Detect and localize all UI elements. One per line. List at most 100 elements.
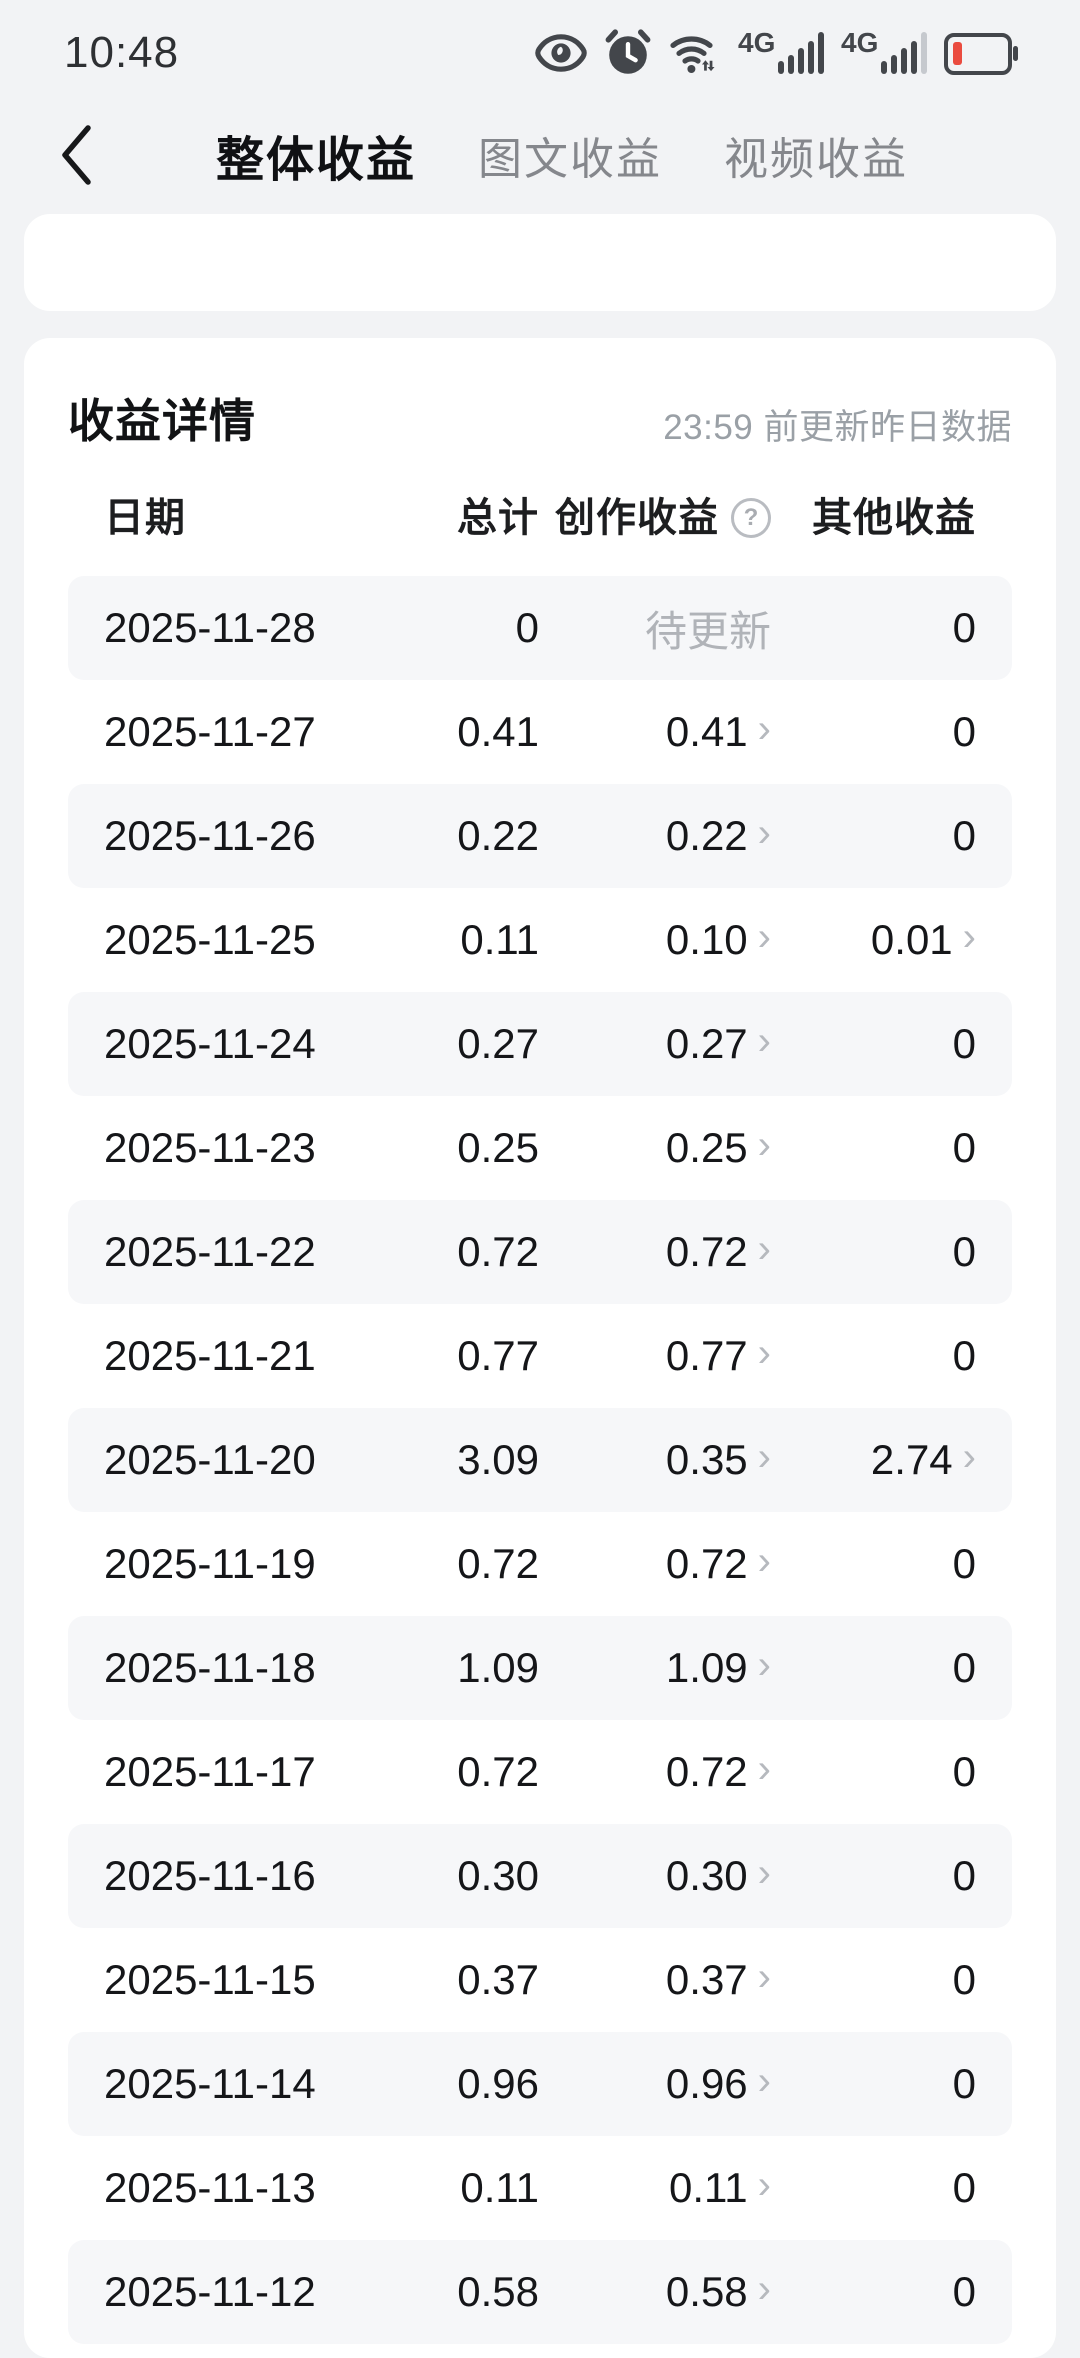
table-row[interactable]: 2025-11-21 0.77 0.77› 0› (68, 1304, 1012, 1408)
chevron-right-icon: › (757, 1331, 771, 1375)
row-other-earnings[interactable]: 0› (952, 1748, 976, 1795)
row-other-earnings[interactable]: 0› (952, 812, 976, 859)
row-creation-earnings[interactable]: 0.96 › (665, 2059, 771, 2107)
table-row[interactable]: 2025-11-18 1.09 1.09› 0› (68, 1616, 1012, 1720)
row-creation-earnings[interactable]: 0.30 › (665, 1851, 771, 1899)
sim2-4g-signal-icon: 4G (841, 27, 927, 77)
table-row[interactable]: 2025-11-15 0.37 0.37› 0› (68, 1928, 1012, 2032)
row-creation-earnings[interactable]: 待更新› (644, 607, 771, 655)
chevron-right-icon: › (757, 1643, 771, 1687)
row-other-earnings[interactable]: 0› (952, 1020, 976, 1067)
tab-video-earnings[interactable]: 视频收益 (724, 135, 909, 184)
row-total: 0.22 (457, 812, 539, 859)
row-other-earnings[interactable]: 0› (952, 2060, 976, 2107)
row-other-earnings[interactable]: 0› (952, 708, 976, 755)
chevron-right-icon: › (962, 1435, 976, 1479)
row-date: 2025-11-18 (104, 1644, 316, 1691)
row-creation-earnings[interactable]: 0.72 › (665, 1539, 771, 1587)
chevron-right-icon: › (757, 1539, 771, 1583)
row-creation-earnings[interactable]: 0.37 › (665, 1955, 771, 2003)
row-other-earnings[interactable]: 0› (952, 1332, 976, 1379)
table-row[interactable]: 2025-11-24 0.27 0.27› 0› (68, 992, 1012, 1096)
row-total: 0.72 (457, 1228, 539, 1275)
table-row[interactable]: 2025-11-20 3.09 0.35 › 2.74 › (68, 1408, 1012, 1512)
row-date: 2025-11-13 (104, 2164, 316, 2211)
table-row[interactable]: 2025-11-14 0.96 0.96› 0› (68, 2032, 1012, 2136)
row-creation-earnings[interactable]: 0.58 › (665, 2267, 771, 2315)
card-header: 收益详情 23:59 前更新昨日数据 (68, 338, 1012, 452)
table-row[interactable]: 2025-11-25 0.11 0.10 › 0.01 › (68, 888, 1012, 992)
table-row[interactable]: 2025-11-26 0.22 0.22› 0› (68, 784, 1012, 888)
row-total: 0.96 (457, 2060, 539, 2107)
earnings-detail-card: 收益详情 23:59 前更新昨日数据 日期 总计 创作收益 ? 其他收益 202… (24, 338, 1056, 2358)
table-row[interactable]: 2025-11-16 0.30 0.30› 0› (68, 1824, 1012, 1928)
row-creation-earnings[interactable]: 0.27 › (665, 1019, 771, 1067)
row-total: 0.30 (457, 1852, 539, 1899)
row-total: 0 (515, 604, 539, 651)
chevron-right-icon: › (757, 1123, 771, 1167)
chevron-right-icon: › (757, 811, 771, 855)
row-other-earnings[interactable]: 0.01 › (870, 915, 976, 963)
table-body: 2025-11-28 0 待更新› 0› 2025-11-27 0.41 0.4… (68, 576, 1012, 2344)
row-creation-earnings[interactable]: 0.77 › (665, 1331, 771, 1379)
header-total: 总计 (457, 496, 539, 540)
row-creation-earnings[interactable]: 0.22 › (665, 811, 771, 859)
row-other-earnings[interactable]: 2.74 › (870, 1435, 976, 1483)
table-row[interactable]: 2025-11-12 0.58 0.58› 0› (68, 2240, 1012, 2344)
row-total: 0.72 (457, 1748, 539, 1795)
row-creation-earnings[interactable]: 0.41 › (665, 707, 771, 755)
panel-title: 收益详情 (68, 395, 256, 447)
earnings-tabs: 整体收益 图文收益 视频收益 (216, 120, 908, 190)
nav-bar: 整体收益 图文收益 视频收益 (0, 96, 1080, 214)
row-date: 2025-11-14 (104, 2060, 316, 2107)
row-creation-earnings[interactable]: 1.09 › (665, 1643, 771, 1691)
chevron-right-icon: › (757, 1227, 771, 1271)
row-other-earnings[interactable]: 0› (952, 1644, 976, 1691)
row-date: 2025-11-16 (104, 1852, 316, 1899)
row-other-earnings[interactable]: 0› (952, 2268, 976, 2315)
table-row[interactable]: 2025-11-13 0.11 0.11› 0› (68, 2136, 1012, 2240)
table-row[interactable]: 2025-11-23 0.25 0.25› 0› (68, 1096, 1012, 1200)
row-creation-earnings[interactable]: 0.72 › (665, 1747, 771, 1795)
row-total: 0.11 (460, 2164, 539, 2211)
row-other-earnings[interactable]: 0› (952, 1540, 976, 1587)
chevron-right-icon: › (757, 2163, 771, 2207)
row-total: 0.77 (457, 1332, 539, 1379)
row-creation-earnings[interactable]: 0.72 › (665, 1227, 771, 1275)
row-other-earnings[interactable]: 0› (952, 1852, 976, 1899)
wifi-icon (670, 36, 715, 73)
row-date: 2025-11-17 (104, 1748, 316, 1795)
tab-overall-earnings[interactable]: 整体收益 (216, 134, 417, 187)
table-row[interactable]: 2025-11-28 0 待更新› 0› (68, 576, 1012, 680)
chevron-right-icon: › (757, 1435, 771, 1479)
table-row[interactable]: 2025-11-17 0.72 0.72› 0› (68, 1720, 1012, 1824)
row-other-earnings[interactable]: 0› (952, 1228, 976, 1275)
row-creation-earnings[interactable]: 0.10 › (665, 915, 771, 963)
help-icon[interactable]: ? (731, 498, 771, 538)
row-creation-earnings[interactable]: 0.11 › (669, 2163, 771, 2211)
back-button[interactable] (58, 124, 98, 186)
chevron-right-icon: › (757, 1851, 771, 1895)
tab-imagetext-earnings[interactable]: 图文收益 (478, 135, 663, 184)
row-total: 0.11 (460, 916, 539, 963)
header-date: 日期 (104, 496, 186, 540)
row-other-earnings[interactable]: 0› (952, 1956, 976, 2003)
chevron-right-icon: › (757, 915, 771, 959)
row-creation-earnings[interactable]: 0.35 › (665, 1435, 771, 1483)
row-total: 0.58 (457, 2268, 539, 2315)
table-row[interactable]: 2025-11-22 0.72 0.72› 0› (68, 1200, 1012, 1304)
battery-low-icon (944, 33, 1018, 75)
row-other-earnings[interactable]: 0› (952, 604, 976, 651)
chevron-right-icon: › (757, 1019, 771, 1063)
row-other-earnings[interactable]: 0› (952, 2164, 976, 2211)
sim1-4g-signal-icon: 4G (738, 27, 824, 77)
status-icons: 4G 4G (535, 27, 1018, 77)
row-total: 0.37 (457, 1956, 539, 2003)
row-date: 2025-11-26 (104, 812, 316, 859)
table-row[interactable]: 2025-11-27 0.41 0.41› 0› (68, 680, 1012, 784)
row-total: 0.27 (457, 1020, 539, 1067)
alarm-clock-icon (605, 29, 651, 74)
table-row[interactable]: 2025-11-19 0.72 0.72› 0› (68, 1512, 1012, 1616)
row-creation-earnings[interactable]: 0.25 › (665, 1123, 771, 1171)
row-other-earnings[interactable]: 0› (952, 1124, 976, 1171)
